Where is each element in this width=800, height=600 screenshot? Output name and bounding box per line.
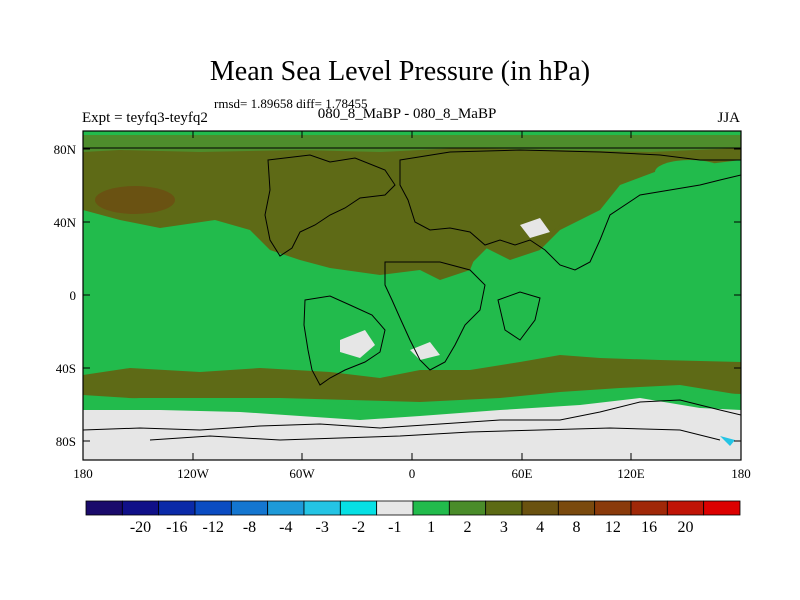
coast-india-australia xyxy=(497,291,541,341)
colorbar-swatch xyxy=(703,500,741,516)
colorbar-label: 8 xyxy=(573,519,581,536)
field-europe-asia xyxy=(400,200,560,270)
season-label: JJA xyxy=(717,110,740,126)
lat-ticks xyxy=(83,148,741,442)
colorbar-label: 2 xyxy=(464,519,472,536)
colorbar-label: 16 xyxy=(641,519,657,536)
lon-label-60e: 60E xyxy=(512,466,533,481)
colorbar-swatch xyxy=(194,500,232,516)
colorbar-swatch xyxy=(630,500,668,516)
lon-label-180w: 180 xyxy=(73,466,93,481)
field-blob-np-east xyxy=(655,160,725,184)
lon-label-120e: 120E xyxy=(617,466,645,481)
lat-label-80s: 80S xyxy=(56,434,76,449)
colorbar-label: -8 xyxy=(243,519,256,536)
coastlines xyxy=(83,147,741,441)
comparison-label: 080_8_MaBP - 080_8_MaBP xyxy=(317,106,497,122)
lon-label-120w: 120W xyxy=(177,466,210,481)
lon-label-180e: 180 xyxy=(731,466,751,481)
colorbar-swatch xyxy=(339,500,378,516)
lat-label-40s: 40S xyxy=(56,361,76,376)
coast-eurasia xyxy=(399,149,741,271)
colorbar-label: -4 xyxy=(279,519,292,536)
lat-label-80n: 80N xyxy=(54,142,77,157)
lon-label-0: 0 xyxy=(409,466,416,481)
colorbar-swatch xyxy=(557,500,596,516)
lon-label-60w: 60W xyxy=(289,466,315,481)
colorbar-swatch xyxy=(158,500,196,516)
field-south-band xyxy=(83,355,741,402)
stats-label: rmsd= 1.89658 diff= 1.78455 xyxy=(214,96,368,111)
colorbar-swatch xyxy=(521,500,559,516)
colorbar-swatch xyxy=(376,500,414,516)
experiment-label: Expt = teyfq3-teyfq2 xyxy=(82,110,208,126)
lat-label-40n: 40N xyxy=(54,215,77,230)
colorbar-label: -3 xyxy=(316,519,329,536)
colorbar-swatch xyxy=(121,500,160,516)
colorbar-label: -20 xyxy=(130,519,151,536)
colorbar-swatch xyxy=(230,500,269,516)
colorbar-label: -16 xyxy=(166,519,187,536)
coast-africa xyxy=(384,261,486,371)
field-antarctic xyxy=(83,398,741,460)
colorbar-label: -1 xyxy=(388,519,401,536)
colorbar-label: 20 xyxy=(678,519,694,536)
colorbar: -20 -16 -12 -8 -4 -3 -2 -1 1 2 3 4 8 12 16 20 xyxy=(85,500,741,536)
lon-ticks xyxy=(82,131,742,460)
colorbar-swatch xyxy=(666,500,705,516)
colorbar-label: 4 xyxy=(536,519,544,536)
colorbar-label: -12 xyxy=(203,519,224,536)
colorbar-swatch xyxy=(448,500,487,516)
colorbar-swatch xyxy=(485,500,523,516)
field-patch-sa xyxy=(340,330,375,358)
map-title: Mean Sea Level Pressure (in hPa) xyxy=(209,56,591,87)
colorbar-label: -2 xyxy=(352,519,365,536)
colorbar-swatch xyxy=(267,500,305,516)
colorbar-label: 12 xyxy=(605,519,621,536)
field-patch-cyan xyxy=(720,436,735,446)
coast-antarctica xyxy=(83,399,741,431)
coast-antarctica-inner xyxy=(149,427,721,441)
colorbar-swatch xyxy=(412,500,450,516)
colorbar-label: 3 xyxy=(500,519,508,536)
coast-north-america xyxy=(264,154,396,257)
field-blob-northpacific xyxy=(95,186,175,214)
colorbar-label: 1 xyxy=(427,519,435,536)
lat-label-eq: 0 xyxy=(70,288,77,303)
field-patch-asia xyxy=(520,218,550,238)
colorbar-swatch xyxy=(85,500,123,516)
map-field xyxy=(83,131,741,460)
colorbar-swatch xyxy=(594,500,632,516)
colorbar-swatch xyxy=(303,500,341,516)
coast-south-america xyxy=(303,295,386,386)
